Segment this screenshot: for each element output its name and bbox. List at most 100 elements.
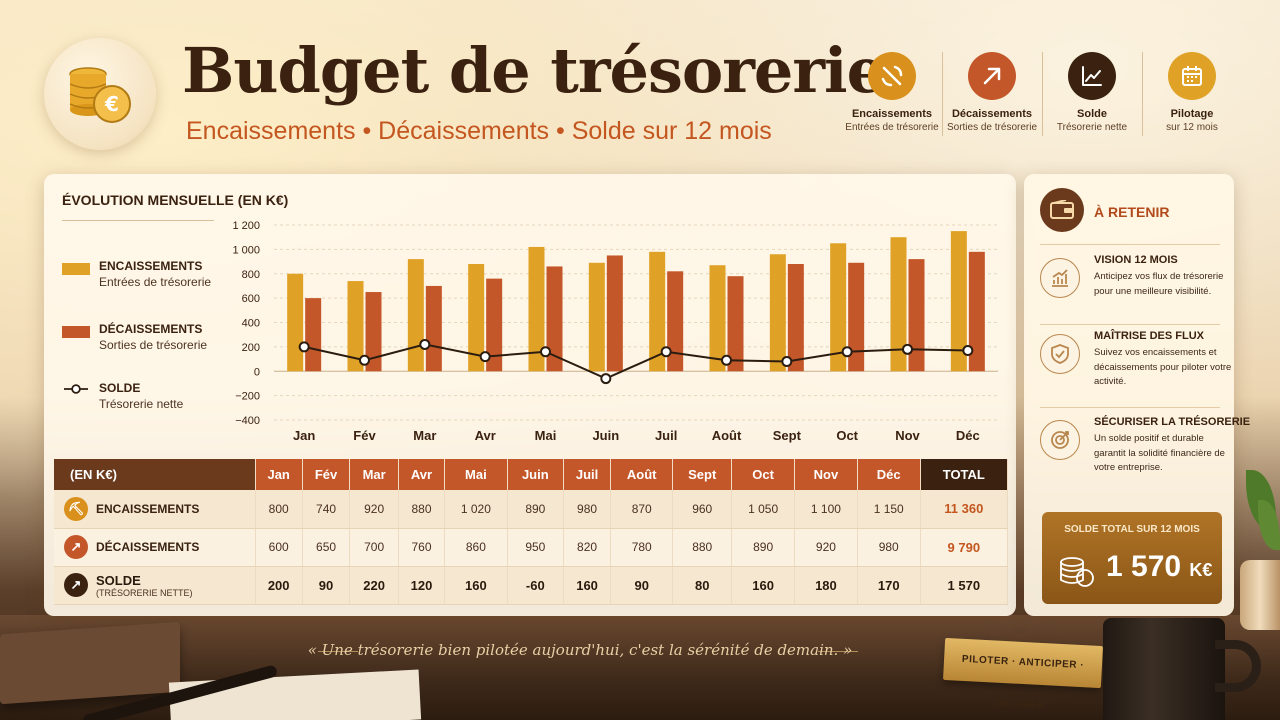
table-cell: 180 [794, 566, 858, 605]
table-cell: 780 [610, 528, 674, 567]
table-month-header: Fév [302, 459, 351, 490]
x-tick-label: Août [712, 428, 742, 443]
line-chart-icon [1068, 52, 1116, 100]
table-total-cell: 1 570 [920, 566, 1009, 605]
x-tick-label: Mar [413, 428, 436, 443]
table-cell: 820 [563, 528, 612, 567]
chart-panel: ÉVOLUTION MENSUELLE (EN K€) ENCAISSEMENT… [44, 174, 1016, 616]
mug-image [1103, 618, 1225, 720]
table-row-label-text: ENCAISSEMENTS [96, 501, 200, 516]
y-tick-label: −200 [235, 391, 260, 403]
plant-leaf-image [1258, 500, 1280, 550]
table-row-label: SOLDE (TRÉSORERIE NETTE) [96, 573, 193, 598]
target-icon [1040, 420, 1080, 460]
header-item-pilotage: Pilotage sur 12 mois [1142, 46, 1242, 146]
table-row-label-cell: ↗ DÉCAISSEMENTS [54, 528, 256, 567]
bar-encaissements [709, 265, 726, 372]
key-point-title: SÉCURISER LA TRÉSORERIE [1094, 416, 1251, 428]
point-solde [540, 346, 551, 358]
bar-encaissements [769, 254, 786, 372]
divider [62, 220, 214, 221]
table-cell: 950 [507, 528, 564, 567]
table-cell: 740 [302, 490, 351, 529]
y-tick-label: 400 [242, 318, 260, 330]
bar-encaissements [347, 281, 364, 372]
legend-swatch [62, 263, 90, 275]
legend-swatch [62, 326, 90, 338]
table-cell: 120 [398, 566, 445, 605]
point-solde [721, 354, 732, 366]
mug-handle-image [1215, 640, 1261, 692]
y-tick-label: 1 000 [232, 244, 260, 256]
bar-encaissements [649, 251, 666, 372]
table-total-cell: 11 360 [920, 490, 1009, 529]
table-row-label: ENCAISSEMENTS [96, 502, 199, 516]
key-point-text: Un solde positif et durable garantit la … [1094, 433, 1225, 473]
coins-euro-logo-icon: € [44, 38, 156, 150]
table-cell: 200 [255, 566, 303, 605]
table-cell: -60 [507, 566, 564, 605]
footer-quote: « Une trésorerie bien pilotée aujourd'hu… [307, 641, 853, 659]
legend-title: DÉCAISSEMENTS [99, 322, 203, 336]
header-item-sub: sur 12 mois [1166, 122, 1218, 133]
bar-decaissements [606, 255, 623, 372]
bar-decaissements [546, 266, 563, 372]
table-header-row: (EN K€) Jan Fév Mar Avr Mai Juin Juil Août Sept Oc… [54, 459, 1009, 490]
header-item-solde: Solde Trésorerie nette [1042, 46, 1142, 146]
table-cell: 160 [731, 566, 796, 605]
table-cell: 160 [444, 566, 508, 605]
table-cell: 880 [398, 490, 445, 529]
total-balance-label: SOLDE TOTAL SUR 12 MOIS [1064, 524, 1200, 535]
page-subtitle: Encaissements • Décaissements • Solde su… [186, 117, 772, 145]
bar-decaissements [365, 292, 382, 372]
table-cell: 920 [794, 528, 858, 567]
bar-line-chart: 1 200 1 000 800 600 400 200 0 −200 −400 Jan Fév Mar… [232, 220, 998, 443]
table-cell: 880 [672, 528, 733, 567]
table-row-label-cell: ⛏ ENCAISSEMENTS [54, 490, 256, 529]
point-solde [902, 343, 913, 355]
bar-decaissements [305, 298, 322, 372]
table-row-label-text: SOLDE [96, 572, 141, 588]
header-item-title: Décaissements [951, 108, 1033, 120]
x-tick-label: Nov [895, 428, 920, 443]
growth-chart-icon [1040, 258, 1080, 298]
key-points-panel: À RETENIR VISION 12 MOIS Anticipez vos f… [1024, 174, 1250, 616]
key-point-title: MAÎTRISE DES FLUX [1094, 330, 1205, 342]
x-tick-label: Déc [956, 428, 980, 443]
plant-pot-image [1240, 560, 1280, 630]
coins-icon [1060, 557, 1094, 587]
header-item-sub: Trésorerie nette [1056, 122, 1128, 133]
total-balance-card: SOLDE TOTAL SUR 12 MOIS 1 570 K€ [1042, 512, 1222, 604]
legend-sub: Entrées de trésorerie [99, 275, 212, 289]
table-row-label: DÉCAISSEMENTS [96, 540, 199, 554]
x-tick-label: Oct [836, 428, 858, 443]
legend-title: ENCAISSEMENTS [99, 259, 203, 273]
table-cell: 860 [444, 528, 508, 567]
svg-text:€: € [104, 92, 119, 116]
divider [1040, 324, 1220, 325]
table-row-label-text: DÉCAISSEMENTS [96, 540, 200, 554]
table-cell: 1 100 [794, 490, 858, 529]
point-solde [962, 345, 974, 357]
table-month-header: Oct [731, 459, 796, 490]
notebook-image [0, 621, 180, 705]
table-row: ↗ SOLDE (TRÉSORERIE NETTE) 200 90 220 120 160 -6… [54, 566, 1009, 605]
table-cell: 160 [563, 566, 612, 605]
bar-encaissements [950, 231, 967, 372]
table-cell: 760 [398, 528, 445, 567]
arrow-up-right-icon: ↗ [64, 535, 88, 559]
table-cell: 890 [731, 528, 796, 567]
table-cell: 170 [857, 566, 921, 605]
header-item-sub: Sorties de trésorerie [946, 122, 1038, 133]
table-total-cell: 9 790 [920, 528, 1009, 567]
key-point-title: VISION 12 MOIS [1094, 254, 1178, 266]
shield-check-icon [1040, 334, 1080, 374]
line-solde [303, 343, 968, 380]
point-solde [298, 341, 310, 353]
bar-encaissements [468, 264, 485, 372]
table-cell: 90 [302, 566, 351, 605]
table-month-header: Août [610, 459, 674, 490]
total-balance-value: 1 570 K€ [1106, 550, 1212, 584]
header-item-title: Solde [1077, 108, 1107, 120]
total-balance-number: 1 570 [1106, 550, 1182, 583]
